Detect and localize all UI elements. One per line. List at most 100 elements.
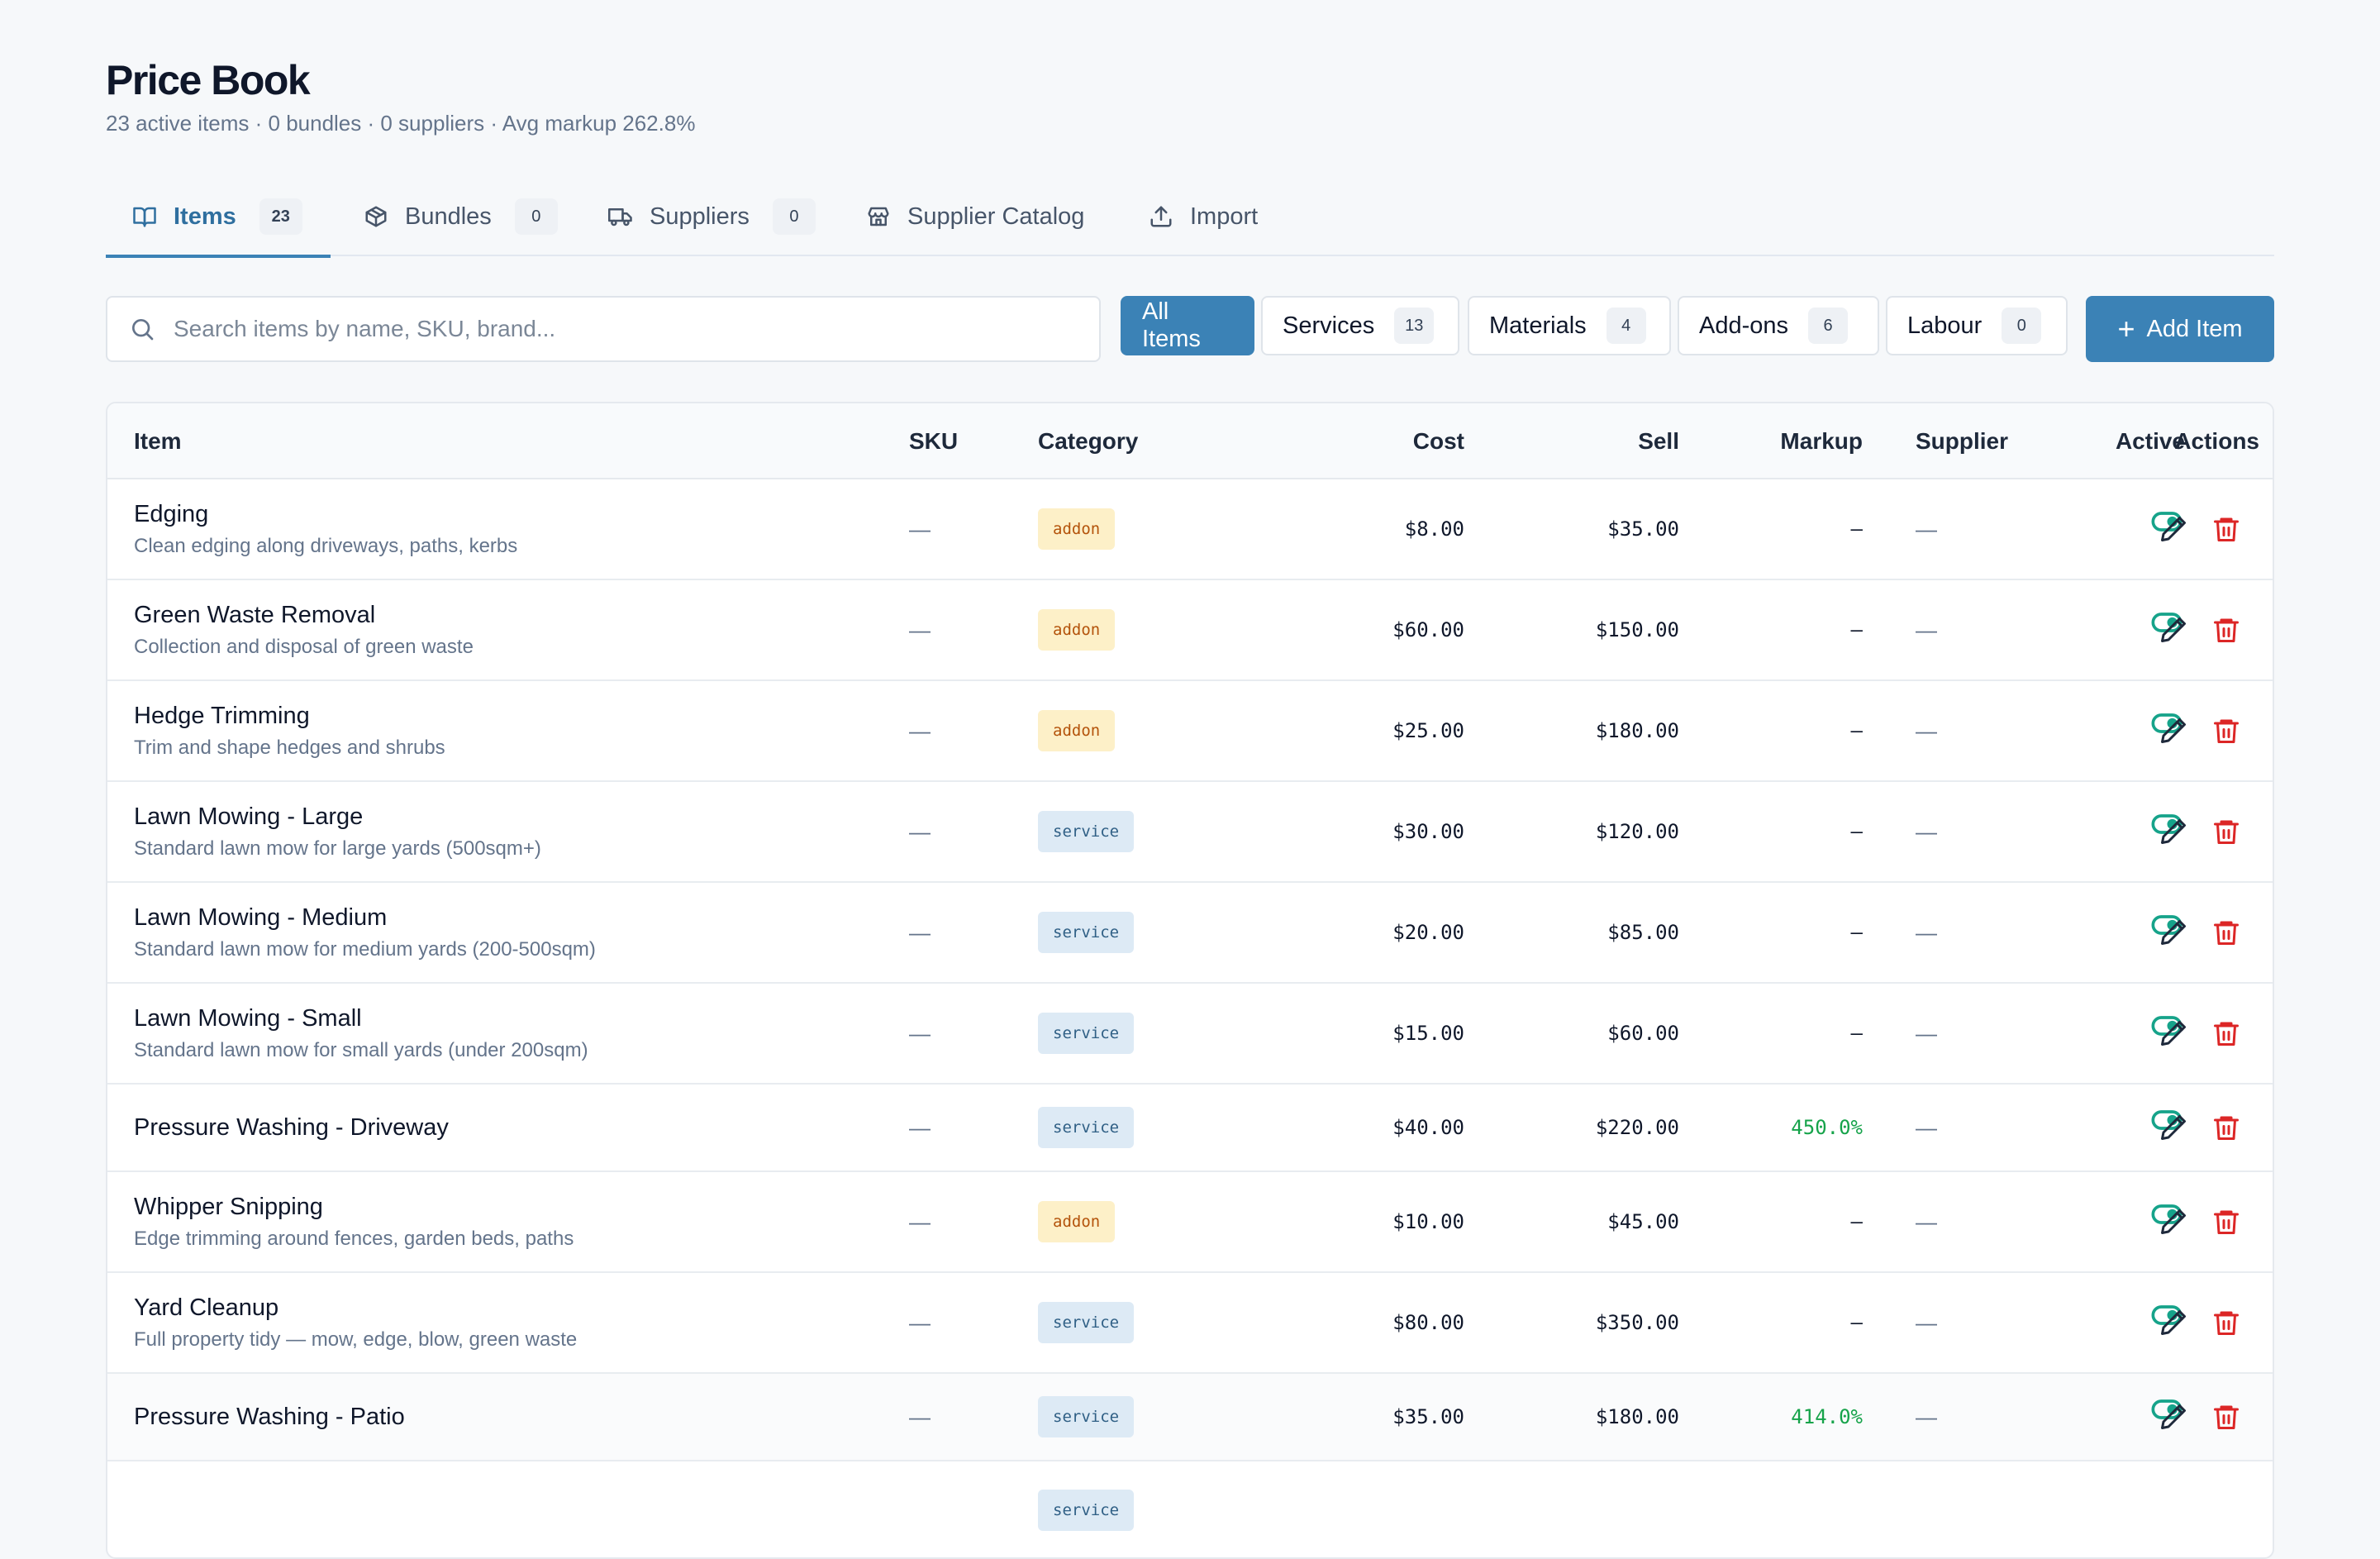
markup-cell: 450.0%	[1791, 1116, 1863, 1139]
delete-button[interactable]	[2211, 1308, 2241, 1337]
tab-bundles[interactable]: Bundles 0	[364, 177, 558, 256]
supplier-cell: —	[1916, 1309, 1937, 1335]
markup-cell: —	[1850, 517, 1863, 541]
sell-cell: $60.00	[1607, 1022, 1679, 1045]
delete-button[interactable]	[2211, 1113, 2241, 1142]
pencil-icon	[2161, 819, 2186, 844]
column-header-markup[interactable]: Markup	[1780, 428, 1863, 454]
column-header-item[interactable]: Item	[134, 428, 182, 454]
sku-cell: —	[909, 919, 931, 945]
delete-button[interactable]	[2211, 615, 2241, 645]
item-cell: Green Waste Removal Collection and dispos…	[134, 580, 878, 679]
filter-label: Labour	[1907, 312, 1983, 339]
edit-button[interactable]	[2159, 1207, 2188, 1237]
markup-cell: —	[1850, 719, 1863, 742]
edit-button[interactable]	[2159, 817, 2188, 846]
edit-button[interactable]	[2159, 716, 2188, 746]
table-row[interactable]: Yard Cleanup Full property tidy — mow, ed…	[107, 1273, 2273, 1374]
delete-button[interactable]	[2211, 1402, 2241, 1432]
column-header-supplier[interactable]: Supplier	[1916, 428, 2009, 454]
filter-all-items[interactable]: All Items	[1121, 296, 1254, 355]
tab-items[interactable]: Items 23	[106, 177, 331, 258]
sku-cell: —	[909, 1020, 931, 1046]
sell-cell: $45.00	[1607, 1210, 1679, 1233]
edit-button[interactable]	[2159, 1113, 2188, 1142]
table-header: Item SKU Category Cost Sell Markup Suppl…	[107, 403, 2273, 479]
item-description: Collection and disposal of green waste	[134, 635, 474, 658]
pencil-icon	[2161, 617, 2186, 642]
item-cell: Lawn Mowing - Small Standard lawn mow for…	[134, 984, 878, 1083]
filter-materials[interactable]: Materials 4	[1468, 296, 1671, 355]
edit-button[interactable]	[2159, 615, 2188, 645]
category-badge: service	[1038, 1013, 1135, 1054]
table-row[interactable]: Hedge Trimming Trim and shape hedges and …	[107, 681, 2273, 782]
column-header-sell[interactable]: Sell	[1638, 428, 1679, 454]
table-row[interactable]: Pressure Washing - Driveway — service $40.0…	[107, 1085, 2273, 1172]
delete-button[interactable]	[2211, 1207, 2241, 1237]
item-name: Pressure Washing - Driveway	[134, 1113, 449, 1141]
table-row[interactable]: Whipper Snipping Edge trimming around fen…	[107, 1172, 2273, 1273]
item-description: Clean edging along driveways, paths, ker…	[134, 534, 518, 557]
table-row[interactable]: Lawn Mowing - Large Standard lawn mow for…	[107, 782, 2273, 883]
table-row[interactable]: Lawn Mowing - Medium Standard lawn mow fo…	[107, 883, 2273, 984]
item-description: Full property tidy — mow, edge, blow, gr…	[134, 1328, 578, 1351]
category-cell: service	[1038, 984, 1135, 1083]
table-row[interactable]: service	[107, 1461, 2273, 1557]
delete-button[interactable]	[2211, 514, 2241, 544]
filter-add-ons[interactable]: Add-ons 6	[1678, 296, 1879, 355]
tab-supplier-catalog[interactable]: Supplier Catalog	[866, 177, 1084, 256]
search-input[interactable]	[174, 316, 1041, 342]
trash-icon	[2214, 820, 2239, 844]
category-cell: addon	[1038, 479, 1116, 579]
item-name: Whipper Snipping	[134, 1193, 323, 1220]
item-description: Standard lawn mow for medium yards (200-…	[134, 937, 596, 961]
truck-icon	[608, 204, 633, 229]
item-cell	[134, 1461, 878, 1557]
filter-services[interactable]: Services 13	[1261, 296, 1459, 355]
sku-cell: —	[909, 516, 931, 541]
tab-import[interactable]: Import	[1149, 177, 1258, 256]
pencil-icon	[2161, 1310, 2186, 1335]
edit-button[interactable]	[2159, 1402, 2188, 1432]
category-badge: addon	[1038, 508, 1116, 550]
supplier-cell: —	[1916, 1209, 1937, 1234]
edit-button[interactable]	[2159, 514, 2188, 544]
delete-button[interactable]	[2211, 918, 2241, 947]
table-row[interactable]: Green Waste Removal Collection and dispos…	[107, 580, 2273, 681]
table-row[interactable]: Pressure Washing - Patio — service $35.00 $1…	[107, 1374, 2273, 1461]
filter-labour[interactable]: Labour 0	[1886, 296, 2068, 355]
item-cell: Whipper Snipping Edge trimming around fen…	[134, 1172, 878, 1271]
markup-cell: —	[1850, 1022, 1863, 1045]
category-cell: service	[1038, 782, 1135, 881]
supplier-cell: —	[1916, 1020, 1937, 1046]
item-cell: Lawn Mowing - Medium Standard lawn mow fo…	[134, 883, 878, 982]
tab-bar: Items 23 Bundles 0 Suppliers 0 Supplier …	[106, 177, 2274, 258]
edit-button[interactable]	[2159, 1018, 2188, 1048]
item-name: Yard Cleanup	[134, 1294, 279, 1321]
item-name: Lawn Mowing - Medium	[134, 903, 388, 931]
tab-suppliers[interactable]: Suppliers 0	[608, 177, 816, 256]
column-header-cost[interactable]: Cost	[1412, 428, 1464, 454]
delete-button[interactable]	[2211, 817, 2241, 846]
item-description: Standard lawn mow for small yards (under…	[134, 1038, 588, 1061]
sell-cell: $85.00	[1607, 921, 1679, 944]
category-badge: addon	[1038, 1201, 1116, 1242]
column-header-category[interactable]: Category	[1038, 428, 1139, 454]
delete-button[interactable]	[2211, 1018, 2241, 1048]
trash-icon	[2214, 618, 2239, 642]
filter-count: 0	[2002, 308, 2042, 344]
edit-button[interactable]	[2159, 1308, 2188, 1337]
table-row[interactable]: Edging Clean edging along driveways, path…	[107, 479, 2273, 580]
category-cell: addon	[1038, 1172, 1116, 1271]
markup-cell	[1678, 1461, 1863, 1557]
filter-count: 13	[1394, 308, 1435, 344]
add-item-button[interactable]: + Add Item	[2086, 296, 2274, 362]
pencil-icon	[2161, 1404, 2186, 1429]
table-row[interactable]: Lawn Mowing - Small Standard lawn mow for…	[107, 984, 2273, 1085]
column-header-sku[interactable]: SKU	[909, 428, 959, 454]
delete-button[interactable]	[2211, 716, 2241, 746]
edit-button[interactable]	[2159, 918, 2188, 947]
pencil-icon	[2161, 718, 2186, 743]
search-icon	[129, 316, 155, 342]
sku-cell: —	[909, 1404, 931, 1429]
